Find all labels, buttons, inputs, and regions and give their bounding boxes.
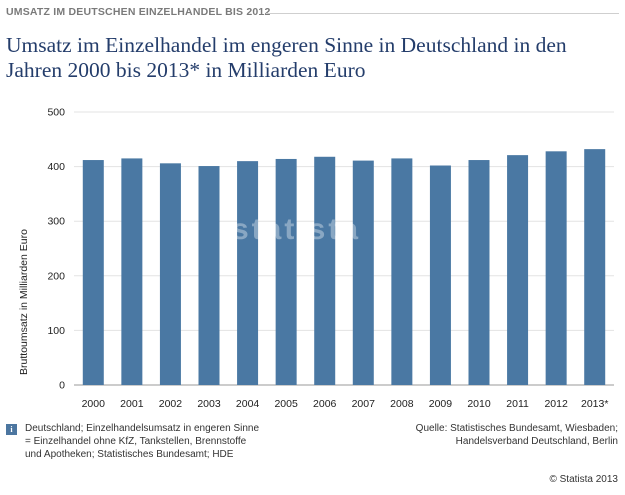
- y-axis-ticks: 0 100 200 300 400 500: [47, 107, 65, 392]
- bar-2003[interactable]: [198, 166, 220, 385]
- x-tick-label: 2009: [429, 398, 453, 410]
- bar-2007[interactable]: [352, 160, 374, 385]
- x-tick-label: 2011: [506, 398, 529, 410]
- grid-layer: [74, 111, 614, 386]
- x-tick-label: 2006: [313, 398, 337, 410]
- x-tick-label: 2004: [236, 398, 260, 410]
- x-tick-label: 2001: [120, 398, 144, 410]
- bars-layer: [82, 149, 606, 385]
- y-axis-label: Bruttoumsatz in Milliarden Euro: [18, 229, 30, 375]
- y-tick-label: 0: [59, 380, 65, 392]
- bar-2012[interactable]: [545, 151, 567, 385]
- x-tick-label: 2012: [544, 398, 568, 410]
- chart-kicker: UMSATZ IM DEUTSCHEN EINZELHANDEL BIS 201…: [6, 6, 271, 18]
- bar-2008[interactable]: [391, 158, 413, 385]
- x-tick-label: 2007: [352, 398, 376, 410]
- x-tick-label: 2002: [159, 398, 183, 410]
- kicker-divider: [266, 13, 619, 14]
- y-tick-label: 300: [47, 216, 65, 228]
- bar-2013-star[interactable]: [584, 149, 606, 385]
- chart-source: Quelle: Statistisches Bundesamt, Wiesbad…: [415, 423, 618, 447]
- bar-2005[interactable]: [275, 158, 297, 385]
- y-tick-label: 200: [47, 270, 65, 282]
- bar-2009[interactable]: [429, 165, 451, 385]
- bar-2004[interactable]: [237, 161, 259, 385]
- x-tick-label: 2008: [390, 398, 414, 410]
- copyright: © Statista 2013: [549, 474, 618, 485]
- chart-title: Umsatz im Einzelhandel im engeren Sinne …: [6, 33, 567, 82]
- chart-note: Deutschland; Einzelhandelsumsatz in enge…: [25, 423, 260, 460]
- x-axis-ticks: 2000 2001 2002 2003 2004 2005 2006 2007 2008 2009…: [82, 398, 609, 410]
- bar-2002[interactable]: [159, 163, 181, 385]
- y-tick-label: 500: [47, 107, 65, 119]
- bar-2010[interactable]: [468, 160, 490, 385]
- y-tick-label: 100: [47, 325, 65, 337]
- statista-watermark: statista: [232, 213, 362, 246]
- info-icon[interactable]: i: [6, 424, 17, 435]
- bar-2006[interactable]: [314, 156, 336, 385]
- x-tick-label: 2013*: [581, 398, 608, 410]
- bar-2000[interactable]: [82, 160, 104, 385]
- y-tick-label: 400: [47, 161, 65, 173]
- bar-2001[interactable]: [121, 158, 143, 385]
- x-tick-label: 2005: [274, 398, 298, 410]
- x-tick-label: 2010: [467, 398, 491, 410]
- x-tick-label: 2000: [82, 398, 106, 410]
- bar-2011[interactable]: [507, 155, 529, 385]
- x-tick-label: 2003: [197, 398, 221, 410]
